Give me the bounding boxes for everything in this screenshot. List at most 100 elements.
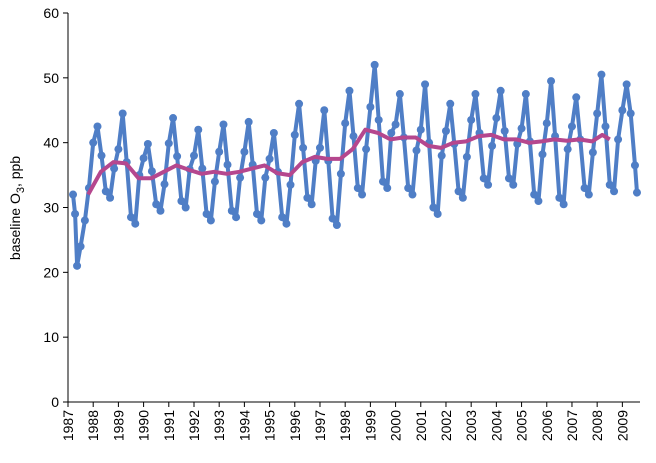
series-line [86,127,611,196]
data-point [202,209,211,218]
data-point [404,184,413,193]
data-point [307,200,316,209]
data-point [97,151,106,160]
y-axis-label: baseline O3, ppb [7,156,27,260]
x-tick-label: 2009 [614,410,630,441]
data-point [542,119,551,128]
series-line [71,62,639,268]
data-point [181,203,190,212]
x-tick-label: 2007 [564,410,580,441]
data-point [261,173,270,182]
data-point [509,180,518,189]
data-point [378,177,387,186]
data-point [101,187,110,196]
y-tick-label: 20 [43,264,59,280]
data-point [517,124,526,133]
data-point [383,184,392,193]
data-point [547,77,556,86]
data-point [219,120,228,129]
data-point [358,190,367,199]
x-tick-label: 2005 [514,410,530,441]
data-point [366,103,375,112]
data-point [605,180,614,189]
x-tick-label: 1994 [236,410,252,441]
data-point [110,164,119,173]
data-point [89,138,98,147]
data-point [618,106,627,115]
y-tick-label: 10 [43,329,59,345]
data-point [265,154,274,163]
data-point [278,213,287,222]
data-point [126,213,135,222]
data-point [69,190,78,199]
data-point [534,197,543,206]
data-point [433,209,442,218]
data-point [189,151,198,160]
data-point [588,148,597,157]
x-tick-label: 2004 [488,410,504,441]
data-point [341,119,350,128]
data-point [303,193,312,202]
x-tick-label: 1987 [60,410,76,441]
data-point [236,173,245,182]
x-tick-label: 1990 [136,410,152,441]
y-tick-label: 50 [43,70,59,86]
data-point [76,242,85,251]
data-point [215,147,224,156]
x-tick-label: 2001 [413,410,429,441]
y-tick-label: 60 [43,5,59,21]
x-tick-label: 1992 [186,410,202,441]
data-point [227,206,236,215]
data-point [114,145,123,154]
data-point [555,193,564,202]
data-point [73,261,82,270]
data-point [492,114,501,123]
data-point [173,152,182,161]
data-point [131,219,140,228]
data-point [206,216,215,225]
x-tick-label: 2000 [388,410,404,441]
data-point [374,115,383,124]
data-point [194,125,203,134]
data-point [462,152,471,161]
x-tick-label: 1997 [312,410,328,441]
data-point [198,164,207,173]
x-tick-label: 1999 [362,410,378,441]
data-point [252,209,261,218]
data-point [584,190,593,199]
data-point [421,80,430,89]
data-point [328,214,337,223]
data-point [240,147,249,156]
x-tick-label: 2002 [438,410,454,441]
data-point [290,130,299,139]
data-point [395,90,404,99]
data-point [223,160,232,169]
y-tick-label: 0 [51,394,59,410]
data-point [429,203,438,212]
data-point [521,90,530,99]
data-point [601,122,610,131]
data-point [500,126,509,135]
data-point [446,99,455,108]
x-tick-label: 1995 [262,410,278,441]
data-point [563,145,572,154]
data-point [160,180,169,189]
y-tick-label: 40 [43,135,59,151]
data-point [210,177,219,186]
data-point [593,109,602,118]
x-tick-label: 1993 [211,410,227,441]
data-point [467,115,476,124]
data-point [257,216,266,225]
data-point [232,213,241,222]
data-point [488,141,497,150]
data-point [332,221,341,230]
data-point [282,219,291,228]
data-point [416,125,425,134]
data-point [299,143,308,152]
data-point [597,70,606,79]
data-point [412,146,421,155]
data-point [454,187,463,196]
data-point [177,197,186,206]
x-tick-label: 1996 [287,410,303,441]
